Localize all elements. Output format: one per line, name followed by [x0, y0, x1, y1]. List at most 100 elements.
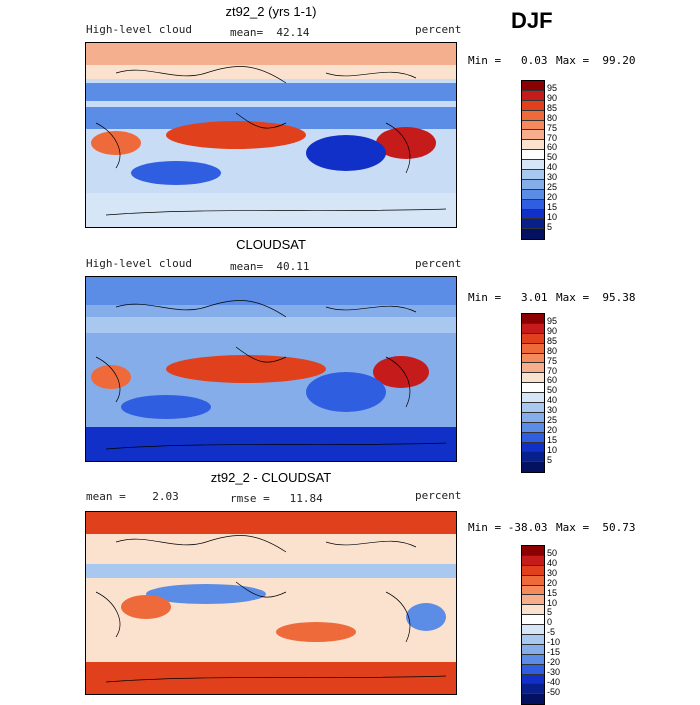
colorbar-level-label: 80 [547, 112, 558, 123]
colorbar-level-label: 75 [547, 122, 558, 133]
colorbar-swatch [522, 565, 544, 576]
panel-1-min: Min = 0.03 [468, 54, 548, 67]
colorbar-swatch [522, 403, 544, 413]
colorbar-level-label: 50 [547, 152, 558, 163]
colorbar-swatch [522, 323, 544, 334]
colorbar-swatch [522, 343, 544, 354]
colorbar-level-label: 15 [547, 434, 558, 445]
map-3-equator-min [146, 584, 266, 604]
colorbar-level-label: 80 [547, 345, 558, 356]
colorbar-level-label: 10 [547, 597, 558, 608]
colorbar-swatch [522, 219, 544, 230]
colorbar-swatch [522, 199, 544, 210]
colorbar-level-label: -30 [547, 666, 561, 677]
colorbar-swatch [522, 555, 544, 566]
colorbar-swatch [522, 432, 544, 443]
colorbar-level-label: 5 [547, 454, 553, 465]
map-2-north-band [86, 277, 456, 305]
colorbar-swatch [522, 585, 544, 596]
map-1-amazon-max [376, 127, 436, 159]
panel-2-min: Min = 3.01 [468, 291, 548, 304]
map-3-spcz-max [276, 622, 356, 642]
colorbar-level-label: -20 [547, 656, 561, 667]
panel-3-units: percent [415, 489, 462, 502]
map-2-indian-min [121, 395, 211, 419]
colorbar-swatch [522, 452, 544, 463]
panel-3-map-svg [86, 512, 456, 694]
colorbar-swatch [522, 314, 544, 324]
map-1-subtropic-band [86, 83, 456, 101]
map-3-coastlines [95, 535, 447, 683]
colorbar-level-label: 95 [547, 316, 558, 326]
panel-2-colorbar-labels: 95 90 85 80 75 70 60 50 40 30 25 20 15 10 5 [547, 316, 558, 466]
colorbar-level-label: 50 [547, 385, 558, 396]
map-1-north-transition [86, 65, 456, 79]
colorbar-swatch [522, 546, 544, 556]
colorbar-swatch [522, 684, 544, 695]
panel-3-mean: mean = 2.03 [86, 490, 179, 503]
colorbar-swatch [522, 422, 544, 433]
colorbar-level-label: 85 [547, 335, 558, 346]
panel-1-mean: mean= 42.14 [230, 26, 310, 39]
map-3-africa-max [121, 595, 171, 619]
colorbar-swatch [522, 179, 544, 190]
colorbar-level-label: 25 [547, 182, 558, 193]
panel-1-variable: High-level cloud [86, 23, 192, 36]
colorbar-level-label: -15 [547, 647, 561, 658]
map-2-africa-max [91, 365, 131, 389]
colorbar-swatch [522, 229, 544, 240]
colorbar-level-label: -40 [547, 676, 561, 687]
colorbar-level-label: 60 [547, 142, 558, 153]
colorbar-swatch [522, 412, 544, 423]
colorbar-level-label: 75 [547, 355, 558, 366]
map-1-africa-max [91, 131, 141, 155]
panel-1-units: percent [415, 23, 462, 36]
colorbar-level-label: 50 [547, 548, 558, 558]
colorbar-level-label: -50 [547, 686, 561, 697]
colorbar-swatch [522, 130, 544, 141]
panel-2-map [85, 276, 457, 462]
panel-2-max: Max = 95.38 [556, 291, 636, 304]
colorbar-swatch [522, 664, 544, 675]
colorbar-level-label: 40 [547, 395, 558, 406]
colorbar-swatch [522, 209, 544, 220]
panel-3-map [85, 511, 457, 695]
colorbar-swatch [522, 575, 544, 586]
panel-2-colorbar [521, 313, 545, 474]
panel-1-map-svg [86, 43, 456, 227]
panel-3-colorbar-labels: 50 40 30 20 15 10 5 0 -5 -10 -15 -20 -30 -40 -50 [547, 548, 561, 698]
panel-2-mean: mean= 40.11 [230, 260, 310, 273]
map-3-north-band [86, 512, 456, 534]
map-2-amazon-max [373, 356, 429, 388]
panel-3-min: Min = -38.03 [468, 521, 548, 534]
colorbar-level-label: 20 [547, 577, 558, 588]
colorbar-swatch [522, 462, 544, 473]
colorbar-swatch [522, 625, 544, 636]
colorbar-swatch [522, 595, 544, 606]
colorbar-swatch [522, 383, 544, 394]
colorbar-level-label: 40 [547, 557, 558, 568]
colorbar-swatch [522, 120, 544, 131]
panel-2-map-svg [86, 277, 456, 461]
colorbar-swatch [522, 644, 544, 655]
map-1-east-pacific-min [306, 135, 386, 171]
colorbar-swatch [522, 160, 544, 171]
colorbar-level-label: -10 [547, 637, 561, 648]
panel-2-title: CLOUDSAT [236, 237, 306, 252]
map-1-warm-pool [166, 121, 306, 149]
colorbar-swatch [522, 150, 544, 161]
colorbar-level-label: 0 [547, 617, 553, 628]
colorbar-level-label: 25 [547, 415, 558, 426]
map-1-north-band [86, 43, 456, 65]
panel-1-colorbar-labels: 95 90 85 80 75 70 60 50 40 30 25 20 15 10 5 [547, 83, 558, 233]
panel-2-variable: High-level cloud [86, 257, 192, 270]
colorbar-level-label: 40 [547, 162, 558, 173]
map-2-east-pacific-min [306, 372, 386, 412]
map-1-indian-min [131, 161, 221, 185]
colorbar-swatch [522, 333, 544, 344]
colorbar-swatch [522, 81, 544, 91]
panel-1-title: zt92_2 (yrs 1-1) [225, 4, 317, 19]
colorbar-level-label: 90 [547, 325, 558, 336]
colorbar-level-label: 20 [547, 424, 558, 435]
colorbar-level-label: 30 [547, 567, 558, 578]
